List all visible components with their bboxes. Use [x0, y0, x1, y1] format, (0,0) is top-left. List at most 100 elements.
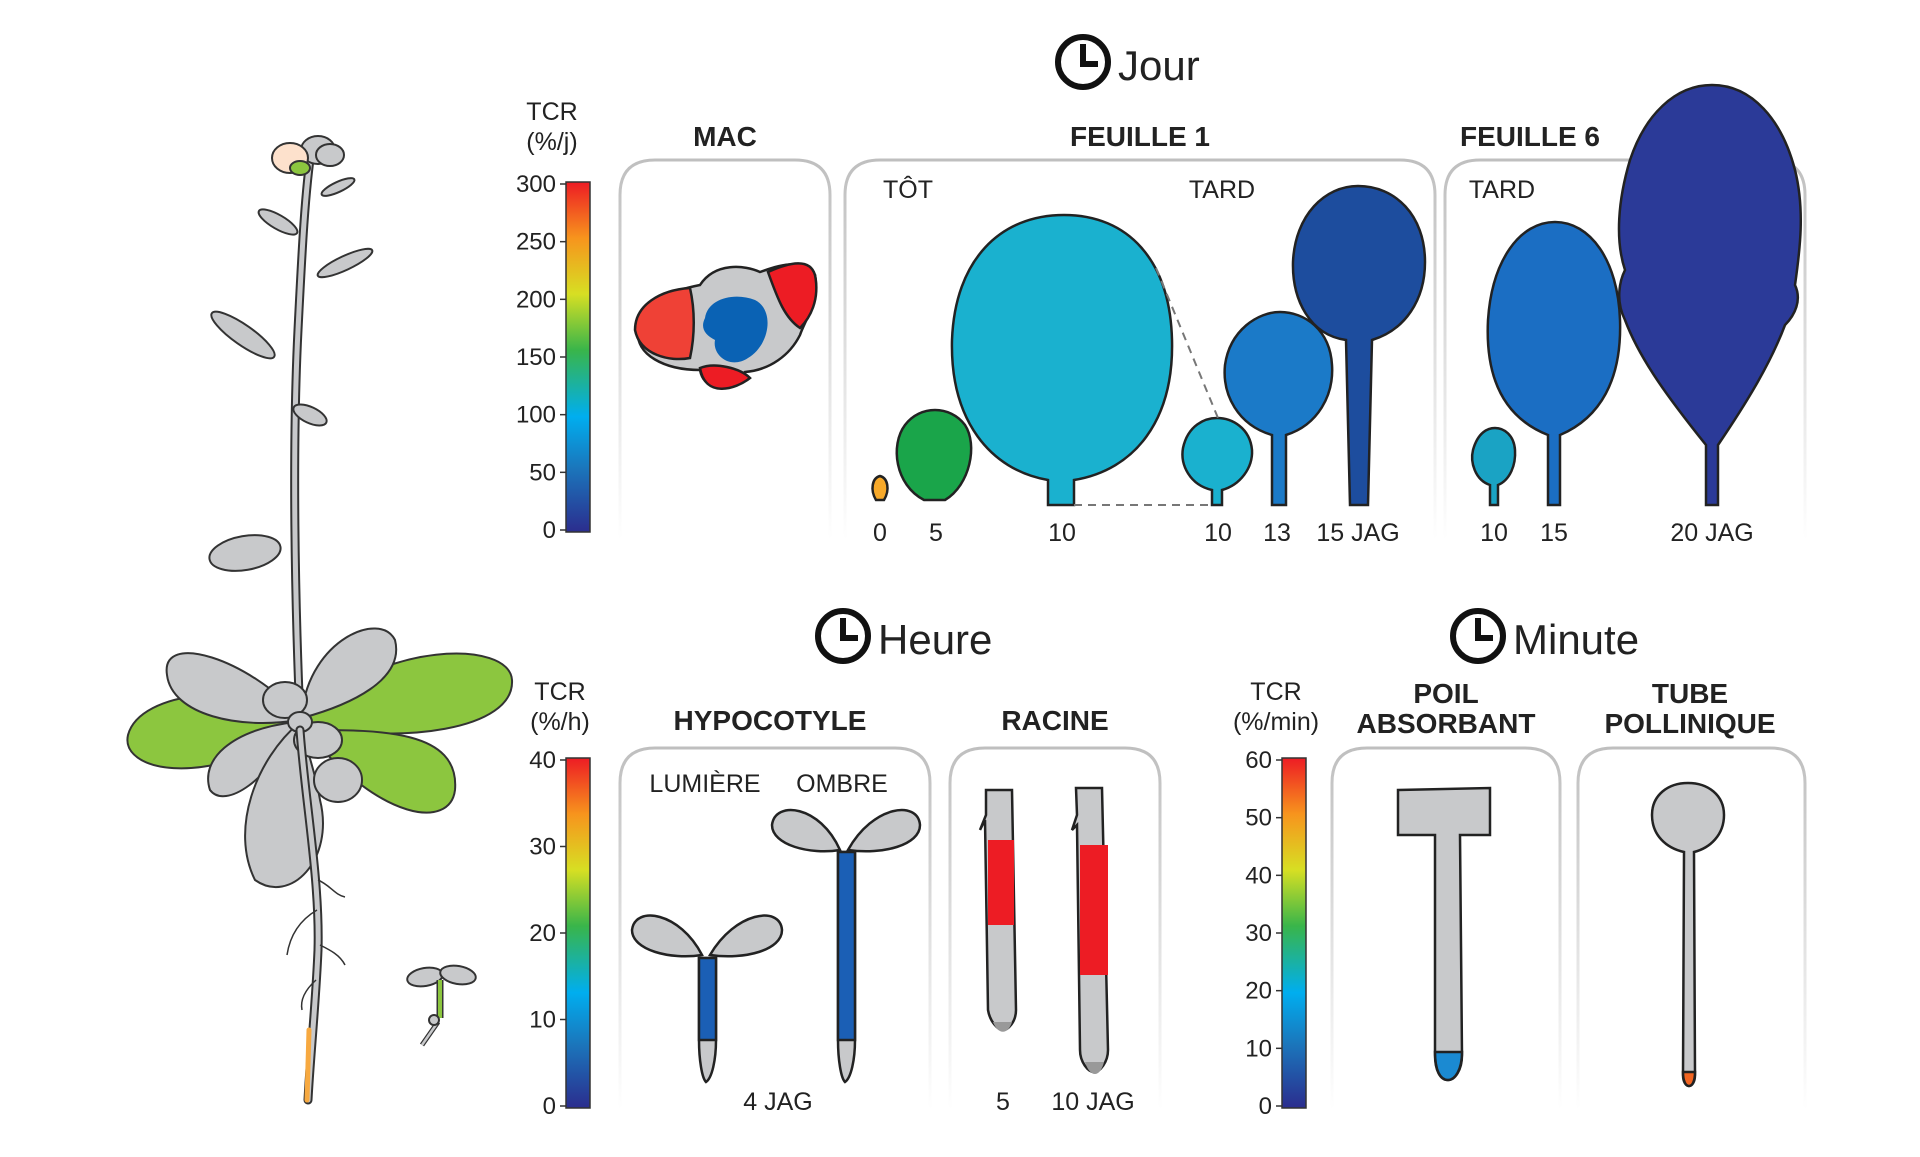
age-label: 0: [873, 519, 887, 547]
scale-tick-label: 30: [529, 834, 556, 861]
age-label: 10: [1204, 519, 1232, 547]
leaf-15-dag: [1486, 220, 1622, 507]
age-label: 15: [1540, 519, 1568, 547]
scale-tick-label: 150: [516, 344, 556, 371]
root-age-a: 5: [996, 1088, 1010, 1116]
leaf1-early-label: TÔT: [883, 175, 933, 204]
zoom-guides: [1074, 267, 1219, 506]
leaf1-age-labels: 0 5 10 10 13 15 JAG: [873, 519, 1400, 547]
color-bar: [565, 757, 591, 1109]
scale-tick-label: 20: [1245, 978, 1272, 1005]
pollen-tube-title-2: POLLINIQUE: [1604, 708, 1775, 739]
leaf6-age-labels: 10 15 20 JAG: [1480, 519, 1754, 547]
hypocotyl-age: 4 JAG: [743, 1088, 812, 1116]
leaf-20-dag: [1617, 83, 1802, 507]
leaf6-title: FEUILLE 6: [1460, 121, 1600, 152]
scale-ticks: 300 250 200 150 100 50 0: [516, 171, 566, 544]
mac-title: MAC: [693, 121, 757, 152]
age-label: 10: [1480, 519, 1508, 547]
seedling-light: [630, 914, 784, 1084]
root-frame: [948, 746, 1162, 1110]
leaf-13-dag: [1223, 310, 1334, 507]
clock-icon: [1055, 34, 1111, 90]
scale-ticks: 40 30 20 10 0: [529, 747, 566, 1120]
scale-tick-label: 10: [529, 1007, 556, 1034]
root-hair-cell: [1396, 786, 1492, 1082]
pollen-tube-frame: [1576, 746, 1807, 1110]
color-bar: [565, 181, 591, 533]
root-panel: RACINE 5 10 JAG: [978, 705, 1135, 1116]
leaf-10-dag-late: [1181, 416, 1254, 507]
leaf-10-dag: [1471, 426, 1517, 507]
leaf1-panel: FEUILLE 1 TÔT TARD 0 5 10 10 13 15 JAG: [871, 121, 1427, 547]
scale-tick-label: 0: [1259, 1093, 1272, 1120]
scale-tick-label: 30: [1245, 920, 1272, 947]
root-5-dag: [978, 788, 1018, 1032]
leaf-15-dag: [1291, 184, 1427, 507]
root-hair-title-2: ABSORBANT: [1357, 708, 1536, 739]
minute-section-header: Minute: [1450, 608, 1639, 664]
scale-tick-label: 50: [529, 459, 556, 486]
leaf6-panel: FEUILLE 6 TARD 10 15 20 JAG: [1460, 83, 1802, 547]
scale-tick-label: 250: [516, 229, 556, 256]
leaf1-title: FEUILLE 1: [1070, 121, 1210, 152]
hypocotyl-title: HYPOCOTYLE: [674, 705, 867, 736]
mac-frame: [618, 158, 832, 540]
clock-icon: [815, 608, 871, 664]
age-label: 13: [1263, 519, 1291, 547]
leaf6-stages: [1471, 83, 1802, 507]
pollen-tube-cell: [1650, 781, 1726, 1088]
minute-label: Minute: [1513, 616, 1639, 663]
scale-unit: TCR: [526, 98, 577, 126]
scale-tick-label: 50: [1245, 805, 1272, 832]
color-bar: [1281, 757, 1307, 1109]
root-hair-panel: POIL ABSORBANT: [1357, 678, 1536, 1082]
scale-tick-label: 300: [516, 171, 556, 198]
scale-tick-label: 0: [543, 517, 556, 544]
hour-section-header: Heure: [815, 608, 992, 664]
mac-panel: MAC: [633, 121, 818, 390]
shade-label: OMBRE: [796, 770, 888, 798]
scale-unit: TCR: [1250, 678, 1301, 706]
minute-color-scale: TCR (%/min) 60 50 40 30 20 10 0: [1233, 678, 1319, 1120]
leaf-10-dag: [950, 213, 1174, 507]
root-title: RACINE: [1001, 705, 1108, 736]
age-label: 5: [929, 519, 943, 547]
age-label: 10: [1048, 519, 1076, 547]
root-10-dag: [1070, 786, 1110, 1074]
hour-color-scale: TCR (%/h) 40 30 20 10 0: [529, 678, 591, 1120]
scale-tick-label: 20: [529, 920, 556, 947]
shoot-apical-meristem: [633, 262, 818, 390]
leaf6-frame: [1443, 158, 1807, 540]
day-color-scale: TCR (%/j) 300 250 200 150 100 50 0: [516, 98, 591, 544]
hypocotyl-panel: HYPOCOTYLE LUMIÈRE OMBRE 4 JAG: [630, 705, 922, 1116]
scale-tick-label: 200: [516, 286, 556, 313]
day-section-header: Jour: [1055, 34, 1200, 90]
leaf6-late-label: TARD: [1469, 176, 1535, 204]
pollen-tube-panel: TUBE POLLINIQUE: [1604, 678, 1776, 1088]
seedling-shade: [770, 808, 922, 1084]
panel-frames: [618, 158, 1807, 1110]
root-hair-title-1: POIL: [1413, 678, 1478, 709]
root-age-b: 10 JAG: [1051, 1088, 1134, 1116]
scale-tick-label: 40: [529, 747, 556, 774]
light-label: LUMIÈRE: [649, 769, 760, 798]
leaf-5-dag: [895, 408, 973, 502]
scale-unit-rate: (%/min): [1233, 708, 1319, 736]
age-label: 20 JAG: [1670, 519, 1753, 547]
scale-ticks: 60 50 40 30 20 10 0: [1245, 747, 1282, 1120]
scale-unit: TCR: [534, 678, 585, 706]
arabidopsis-plant: [126, 135, 514, 1105]
leaf-0-dag: [871, 474, 889, 502]
scale-tick-label: 40: [1245, 862, 1272, 889]
hypocotyl-frame: [618, 746, 932, 1110]
scale-tick-label: 100: [516, 402, 556, 429]
pollen-tube-title-1: TUBE: [1652, 678, 1728, 709]
day-label: Jour: [1118, 42, 1200, 89]
scale-tick-label: 60: [1245, 747, 1272, 774]
leaf1-late-label: TARD: [1189, 176, 1255, 204]
scale-tick-label: 10: [1245, 1035, 1272, 1062]
hour-label: Heure: [878, 616, 992, 663]
